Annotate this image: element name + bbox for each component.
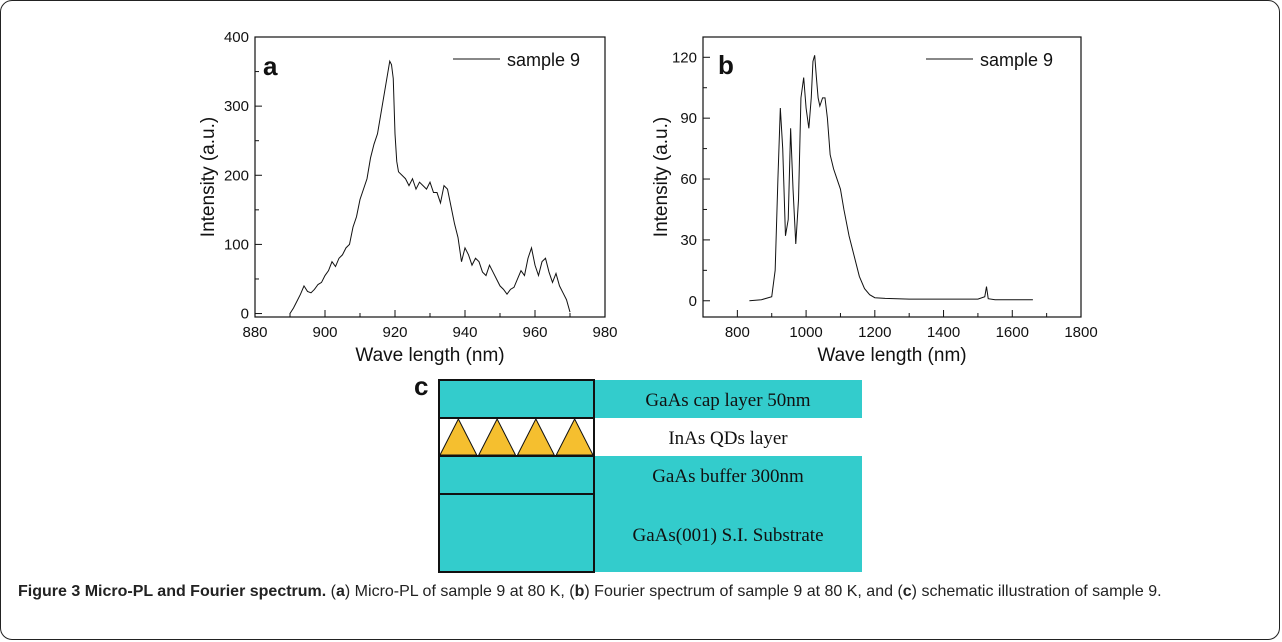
layer-label-substrate: GaAs(001) S.I. Substrate	[632, 525, 823, 546]
panel-a-ticks: 880 900 920 940 960 980 0 100 200 300 400	[224, 29, 618, 341]
panel-a-ylabel: Intensity (a.u.)	[198, 117, 219, 237]
panel-b-xtick-label: 800	[725, 324, 750, 341]
panel-a-ytick-label: 100	[224, 236, 249, 253]
panel-c-label: c	[414, 371, 428, 401]
panel-b-axes-frame	[702, 36, 1082, 318]
panel-a-xtick-label: 940	[452, 324, 477, 341]
panel-b-xtick-label: 1400	[927, 324, 960, 341]
layer-label-cap: GaAs cap layer 50nm	[645, 390, 810, 411]
panel-b-ticks: 800 1000 1200 1400 1600 1800 0 30 60 90 120	[672, 49, 1098, 341]
layer-bg-cap	[594, 380, 862, 418]
caption-title: Micro-PL and Fourier spectrum.	[84, 583, 327, 600]
panel-c-schematic: c GaAs cap layer 50nm InAs QDs layer GaA…	[414, 371, 862, 573]
panel-b-ytick-label: 60	[680, 171, 697, 188]
quantum-dot	[439, 417, 478, 456]
figure-caption: Figure 3 Micro-PL and Fourier spectrum. …	[18, 580, 1258, 603]
panel-b-legend-label: sample 9	[980, 50, 1053, 70]
panel-a-xtick-label: 920	[382, 324, 407, 341]
panel-b-series-line	[749, 55, 1033, 302]
caption-ref-c: c	[902, 583, 912, 600]
quantum-dot	[516, 417, 556, 456]
panel-a-xlabel: Wave length (nm)	[355, 345, 504, 366]
panel-b-ytick-label: 120	[672, 49, 697, 66]
layer-label-qd: InAs QDs layer	[668, 428, 788, 449]
quantum-dot	[477, 417, 517, 456]
panel-a-chart: a 880 900 920 940 960 980 0 100 200 300 400 sample…	[198, 29, 618, 366]
panel-a-ytick-label: 300	[224, 98, 249, 115]
panel-a-xtick-label: 880	[242, 324, 267, 341]
caption-figure-label: Figure 3	[18, 583, 81, 600]
caption-ref-a: a	[336, 583, 345, 600]
panel-a-label: a	[263, 51, 278, 81]
panel-b-ytick-label: 0	[689, 293, 697, 310]
panel-b-xlabel: Wave length (nm)	[817, 345, 966, 366]
layer-label-buffer: GaAs buffer 300nm	[652, 466, 804, 487]
panel-a-legend-label: sample 9	[507, 50, 580, 70]
panel-b-label: b	[718, 50, 734, 80]
caption-part: ) Micro-PL of sample 9 at 80 K, (	[344, 583, 575, 600]
panel-b-ylabel: Intensity (a.u.)	[651, 117, 672, 237]
panel-a-ytick-label: 400	[224, 29, 249, 46]
panel-a-axes-frame	[254, 36, 606, 318]
caption-ref-b: b	[574, 583, 585, 600]
caption-part: ) schematic illustration of sample 9.	[911, 583, 1162, 600]
quantum-dots	[439, 417, 594, 456]
quantum-dot	[555, 417, 594, 456]
substrate-block	[438, 493, 595, 573]
layer-bg-buffer-substrate	[594, 456, 862, 572]
panel-b-ytick-label: 90	[680, 110, 697, 127]
panel-a-xtick-label: 900	[312, 324, 337, 341]
caption-part: (	[330, 583, 336, 600]
panel-b-ytick-label: 30	[680, 232, 697, 249]
panel-a-ytick-label: 200	[224, 167, 249, 184]
panel-b-xtick-label: 1200	[858, 324, 891, 341]
panel-b-xtick-label: 1600	[996, 324, 1029, 341]
panel-b-xtick-label: 1000	[789, 324, 822, 341]
buffer-layer-block	[438, 455, 595, 495]
cap-layer-block	[438, 379, 595, 419]
panel-a-xtick-label: 960	[522, 324, 547, 341]
caption-part: ) Fourier spectrum of sample 9 at 80 K, …	[584, 583, 903, 600]
panel-a-xtick-label: 980	[592, 324, 617, 341]
panel-a-series-line	[289, 59, 571, 314]
panel-a-ytick-label: 0	[241, 306, 249, 323]
panel-b-chart: b 800 1000 1200 1400 1600 1800 0 30 60 90 120 samp…	[651, 36, 1098, 366]
panel-b-xtick-label: 1800	[1064, 324, 1097, 341]
